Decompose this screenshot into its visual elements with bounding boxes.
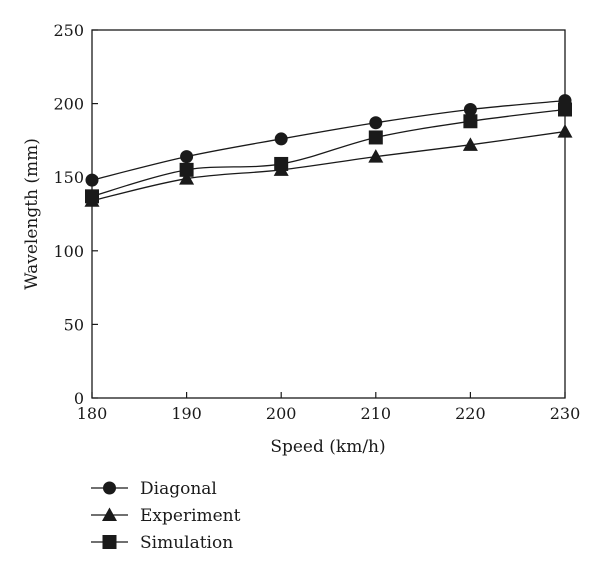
y-tick-label: 50 [64,315,84,334]
y-axis-title: Wavelength (mm) [22,138,42,290]
series-line-diagonal [91,100,566,181]
data-point-simulation [274,156,289,171]
data-point-experiment [368,149,384,163]
y-tick-label: 200 [53,95,84,114]
x-axis: 180 190 200 210 220 230 [77,392,581,423]
y-axis: 0 50 100 150 200 250 [53,21,98,408]
x-tick-label: 210 [361,404,392,423]
data-point-experiment [557,124,573,138]
x-tick-label: 200 [266,404,297,423]
x-tick-label: 190 [171,404,202,423]
legend-label: Simulation [140,533,233,553]
data-point-simulation [558,102,572,117]
legend-marker-circle [103,481,116,495]
series-experiment [84,124,573,207]
legend-label: Diagonal [140,479,217,499]
data-point-simulation [463,114,478,129]
legend-marker-square [102,535,117,549]
series-layer [84,94,573,207]
legend-marker-triangle [102,507,117,521]
series-line-experiment [91,130,566,202]
x-tick-label: 220 [455,404,486,423]
data-point-simulation [179,162,194,177]
legend-item-diagonal: Diagonal [91,479,217,499]
data-point-diagonal [274,132,288,146]
plot-frame [91,29,566,399]
series-simulation [85,102,572,204]
data-point-diagonal [369,116,383,130]
y-tick-label: 250 [53,21,84,40]
legend-item-simulation: Simulation [91,533,233,553]
y-tick-label: 150 [53,168,84,187]
legend-item-experiment: Experiment [91,506,241,526]
data-point-diagonal [463,102,477,116]
series-line-simulation [91,108,566,197]
legend: Diagonal Experiment Simulation [91,479,241,553]
data-point-simulation [368,130,383,145]
x-axis-title: Speed (km/h) [270,437,385,457]
y-tick-label: 0 [74,389,84,408]
data-point-experiment [179,171,195,185]
legend-label: Experiment [140,506,241,526]
data-point-experiment [462,137,478,151]
data-point-diagonal [180,150,194,164]
x-tick-label: 180 [77,404,108,423]
data-point-diagonal [85,173,99,187]
data-point-simulation [85,189,99,204]
y-tick-label: 100 [53,242,84,261]
x-tick-label: 230 [550,404,581,423]
